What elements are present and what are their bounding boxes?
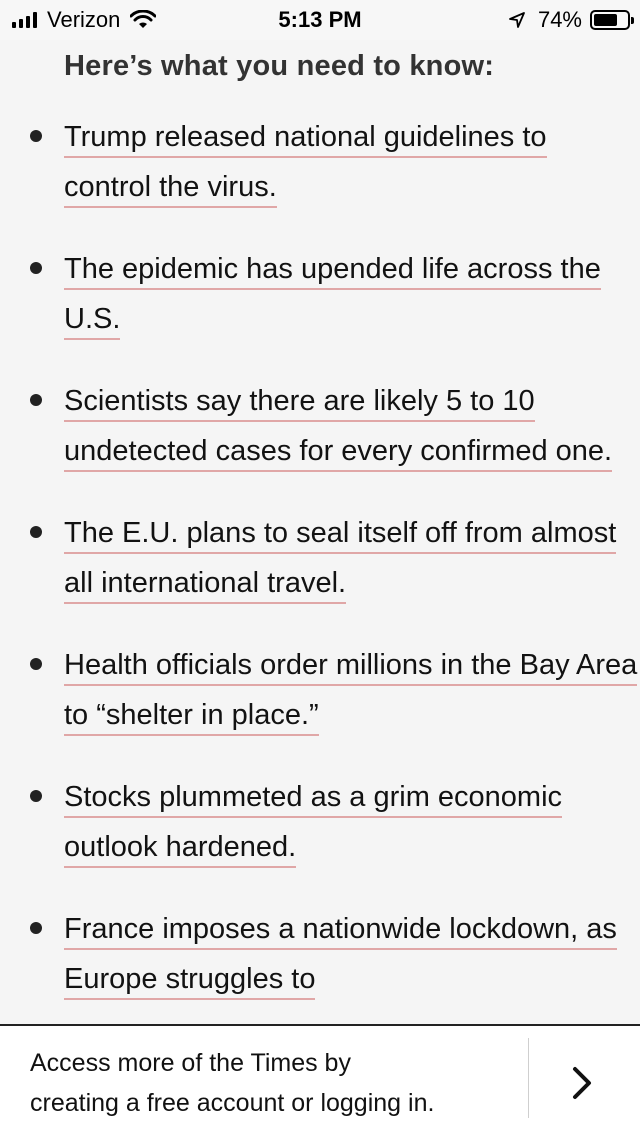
bullet-link[interactable]: Trump released national guidelines to co…: [64, 121, 547, 208]
bullet-link[interactable]: Scientists say there are likely 5 to 10 …: [64, 385, 613, 472]
signal-icon: [12, 12, 37, 28]
bullet-link[interactable]: Health officials order millions in the B…: [64, 649, 638, 736]
battery-percent: 74%: [537, 7, 582, 32]
article-content: Here’s what you need to know: Trump rele…: [0, 40, 640, 1025]
chevron-right-icon[interactable]: [560, 1060, 606, 1106]
bullet-dot: [30, 790, 42, 802]
banner-message[interactable]: Access more of the Times by creating a f…: [30, 1043, 510, 1123]
bullet-dot: [30, 130, 42, 142]
banner-line-2: creating a free account or logging in.: [30, 1089, 435, 1117]
battery-fill: [594, 14, 617, 26]
news-bullet-list: Trump released national guidelines to co…: [0, 112, 640, 1025]
list-item: France imposes a nationwide lockdown, as…: [0, 904, 640, 1004]
wifi-icon: [130, 10, 157, 28]
banner-line-1: Access more of the Times by: [30, 1049, 351, 1077]
list-item: Trump released national guidelines to co…: [0, 112, 640, 212]
carrier-name: Verizon: [47, 7, 121, 32]
list-item: Stocks plummeted as a grim economic outl…: [0, 772, 640, 872]
bullet-dot: [30, 262, 42, 274]
bullet-dot: [30, 922, 42, 934]
battery-icon: [590, 10, 634, 30]
status-right: 74%: [508, 7, 634, 33]
banner-divider: [528, 1038, 529, 1118]
battery-nub: [631, 17, 634, 24]
status-left: Verizon: [12, 7, 157, 33]
section-heading: Here’s what you need to know:: [64, 50, 495, 82]
bullet-dot: [30, 526, 42, 538]
bullet-link[interactable]: The epidemic has upended life across the…: [64, 253, 601, 340]
bullet-link[interactable]: Stocks plummeted as a grim economic outl…: [64, 781, 563, 868]
bullet-dot: [30, 394, 42, 406]
location-icon: [509, 12, 525, 28]
list-item: Health officials order millions in the B…: [0, 640, 640, 740]
status-time: 5:13 PM: [278, 7, 362, 32]
list-item: The E.U. plans to seal itself off from a…: [0, 508, 640, 608]
list-item: The epidemic has upended life across the…: [0, 244, 640, 344]
account-banner[interactable]: Access more of the Times by creating a f…: [0, 1024, 640, 1136]
bullet-dot: [30, 658, 42, 670]
bullet-link[interactable]: France imposes a nationwide lockdown, as…: [64, 913, 617, 1000]
status-bar: Verizon 5:13 PM 74%: [0, 0, 640, 40]
bullet-link[interactable]: The E.U. plans to seal itself off from a…: [64, 517, 617, 604]
list-item: Scientists say there are likely 5 to 10 …: [0, 376, 640, 476]
